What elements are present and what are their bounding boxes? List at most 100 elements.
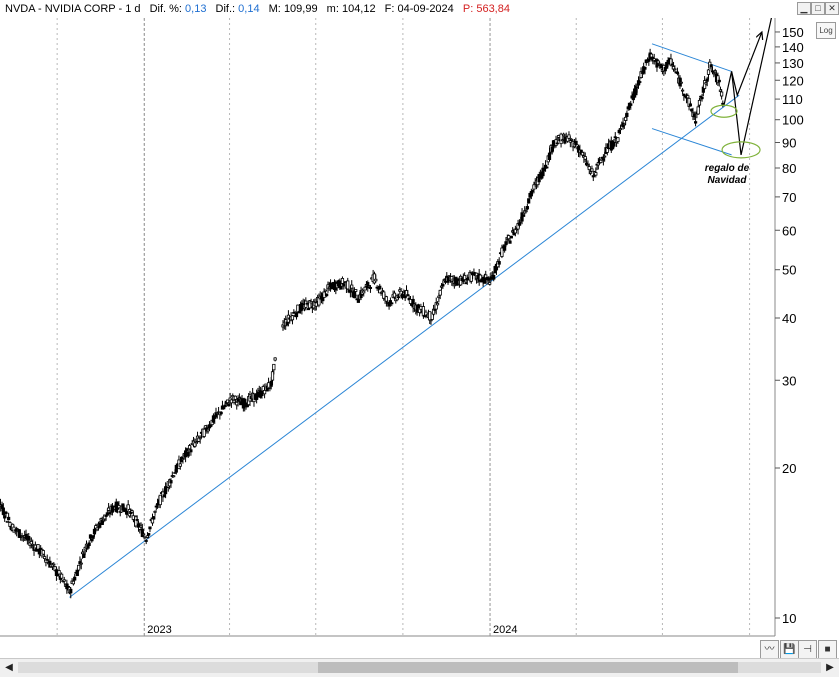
pin-icon[interactable]: ⊣ xyxy=(798,640,817,659)
candle-body-290 xyxy=(356,299,360,303)
candle-body-393 xyxy=(492,274,496,280)
candle-body-356 xyxy=(443,280,448,283)
candle-body-136 xyxy=(147,533,151,536)
candle-body-155 xyxy=(172,475,176,478)
scroll-right-icon[interactable]: ▶ xyxy=(826,662,834,673)
candle-body-484 xyxy=(612,141,616,147)
maximize-icon[interactable]: □ xyxy=(811,2,825,15)
candle-body-508 xyxy=(643,66,647,70)
price-series xyxy=(0,48,725,599)
candle-body-245 xyxy=(297,311,301,314)
log-scale-button[interactable]: Log xyxy=(816,22,836,39)
close-icon[interactable]: ✕ xyxy=(825,2,839,15)
candle-body-140 xyxy=(152,516,156,520)
y-tick-label-40: 40 xyxy=(782,311,796,326)
price-value: 563,84 xyxy=(476,3,510,15)
dif-value: 0,14 xyxy=(238,3,260,15)
candle-body-67 xyxy=(57,570,61,575)
dif-pct-label: Dif. %: xyxy=(149,3,182,15)
candle-body-465 xyxy=(587,166,591,171)
candle-body-494 xyxy=(625,112,629,117)
candle-body-27 xyxy=(4,511,8,514)
dif-label: Dif.: xyxy=(215,3,236,15)
candle-body-126 xyxy=(134,516,138,527)
candle-body-462 xyxy=(583,156,587,160)
candle-body-540 xyxy=(686,95,690,99)
trendline-support xyxy=(69,94,740,598)
candle-body-55 xyxy=(41,550,45,555)
candle-body-86 xyxy=(82,553,86,558)
y-tick-label-110: 110 xyxy=(782,92,803,107)
candle-body-69 xyxy=(60,573,64,579)
candle-body-166 xyxy=(186,451,190,457)
candle-body-79 xyxy=(73,576,77,581)
min-label: m: xyxy=(326,3,339,15)
drag-handle-icon[interactable]: ■ xyxy=(818,640,837,659)
candle-body-536 xyxy=(680,89,685,92)
candle-body-397 xyxy=(497,261,501,265)
grid-layer xyxy=(0,18,776,637)
candle-body-504 xyxy=(638,81,642,83)
candle-body-489 xyxy=(618,128,623,131)
candle-body-399 xyxy=(500,247,504,257)
candle-body-317 xyxy=(392,292,397,298)
horizontal-scrollbar[interactable]: ◀ ▶ xyxy=(0,658,839,677)
candle-body-532 xyxy=(675,71,680,74)
y-tick-label-20: 20 xyxy=(782,461,796,476)
candle-body-124 xyxy=(131,515,135,520)
minimize-icon[interactable]: ▁ xyxy=(797,2,811,15)
candle-body-84 xyxy=(79,562,83,565)
candle-body-354 xyxy=(441,283,445,287)
candle-body-406 xyxy=(509,235,513,239)
candle-body-497 xyxy=(629,103,633,106)
min-value: 104,12 xyxy=(341,3,376,15)
x-axis: -Jul-2201-Oct-2201-Ene-2301-Abr-2301-Jul… xyxy=(147,624,517,636)
candle-body-202 xyxy=(233,395,238,400)
candle-body-530 xyxy=(673,68,677,71)
candle-body-315 xyxy=(390,302,394,305)
candle-body-224 xyxy=(262,390,267,395)
candle-body-303 xyxy=(374,278,378,282)
candle-body-282 xyxy=(346,280,350,290)
scroll-left-icon[interactable]: ◀ xyxy=(5,662,13,673)
y-tick-label-130: 130 xyxy=(782,56,804,71)
candle-body-225 xyxy=(264,383,268,387)
candle-body-371 xyxy=(463,275,467,281)
candle-body-58 xyxy=(45,558,49,561)
candle-body-320 xyxy=(396,296,401,299)
candle-body-349 xyxy=(434,302,438,310)
candle-body-288 xyxy=(354,289,358,292)
candle-body-560 xyxy=(712,72,716,75)
candle-body-252 xyxy=(306,308,311,311)
y-tick-label-140: 140 xyxy=(782,40,804,55)
candle-body-561 xyxy=(713,70,717,73)
candle-body-145 xyxy=(158,494,162,506)
candle-body-418 xyxy=(525,206,529,210)
y-tick-label-70: 70 xyxy=(782,190,796,205)
candle-body-518 xyxy=(656,60,660,64)
candle-body-556 xyxy=(706,69,711,75)
wave-icon[interactable]: 〰 xyxy=(760,640,779,659)
scroll-track[interactable] xyxy=(18,662,821,673)
candle-body-433 xyxy=(545,166,549,169)
candle-body-178 xyxy=(202,428,206,437)
candle-body-141 xyxy=(153,510,157,513)
scroll-thumb[interactable] xyxy=(318,662,738,673)
trendline-channel-lower xyxy=(651,128,732,156)
candle-body-78 xyxy=(71,580,75,585)
candle-body-402 xyxy=(504,241,508,246)
candle-body-337 xyxy=(419,306,423,310)
candle-body-546 xyxy=(693,121,698,124)
candle-body-564 xyxy=(717,79,721,83)
candle-body-452 xyxy=(570,138,574,141)
candle-body-566 xyxy=(720,91,724,97)
candle-body-90 xyxy=(87,542,91,547)
candle-body-350 xyxy=(435,302,440,306)
candle-body-266 xyxy=(325,293,329,297)
candle-body-352 xyxy=(438,289,442,296)
save-icon[interactable]: 💾 xyxy=(780,640,799,659)
candle-body-251 xyxy=(305,302,309,305)
candle-body-98 xyxy=(98,522,102,528)
candle-body-558 xyxy=(709,64,713,68)
